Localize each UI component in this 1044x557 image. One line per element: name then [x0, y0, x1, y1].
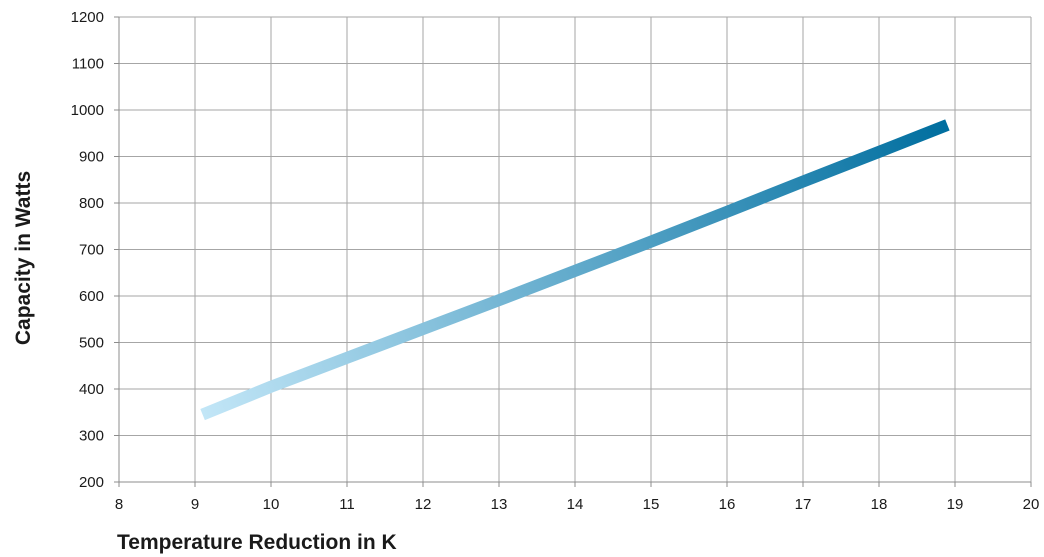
x-axis-title: Temperature Reduction in K — [117, 531, 397, 554]
series-layer — [200, 119, 950, 421]
y-tick-label: 1100 — [72, 56, 104, 73]
y-axis-title: Capacity in Watts — [12, 171, 35, 345]
y-tick-label: 1000 — [71, 102, 104, 119]
x-tick-label: 15 — [643, 496, 660, 513]
x-tick-label: 16 — [719, 496, 736, 513]
x-tick-label: 17 — [795, 496, 812, 513]
grid — [119, 16, 1032, 482]
y-tick-label: 700 — [79, 242, 104, 259]
tick-labels: 8 9 10 11 12 13 14 15 16 17 18 19 20 200 300 400 500 600 7… — [71, 9, 1040, 513]
y-tick-label: 1200 — [71, 9, 104, 26]
y-tick-label: 300 — [79, 428, 104, 445]
y-tick-label: 600 — [79, 288, 104, 305]
y-tick-label: 200 — [79, 474, 104, 491]
x-tick-label: 18 — [871, 496, 888, 513]
y-tick-label: 800 — [79, 195, 104, 212]
x-tick-label: 14 — [567, 496, 584, 513]
x-tick-label: 12 — [415, 496, 432, 513]
x-tick-label: 20 — [1023, 496, 1040, 513]
x-tick-label: 19 — [947, 496, 964, 513]
x-tick-label: 13 — [491, 496, 508, 513]
y-tick-label: 400 — [79, 381, 104, 398]
y-tick-label: 900 — [79, 149, 104, 166]
y-tick-label: 500 — [79, 335, 104, 352]
x-tick-label: 8 — [115, 496, 123, 513]
axes — [114, 16, 1032, 487]
x-tick-label: 11 — [339, 496, 355, 513]
x-tick-label: 9 — [191, 496, 199, 513]
x-tick-label: 10 — [263, 496, 280, 513]
series-line-0 — [200, 119, 950, 421]
